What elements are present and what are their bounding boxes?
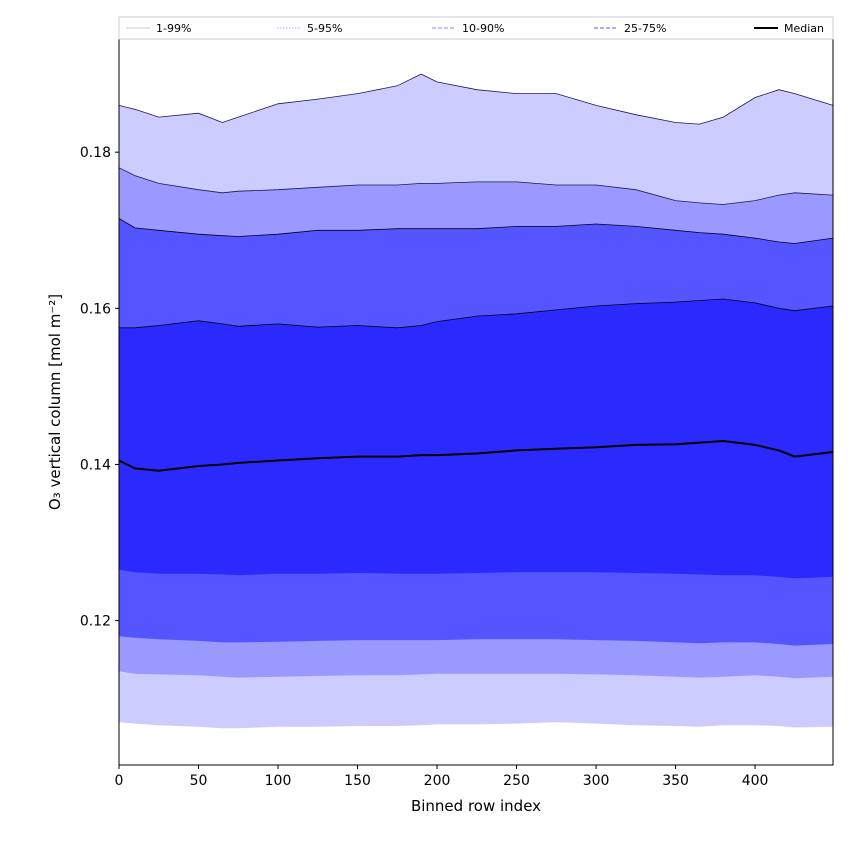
x-tick-label: 150 [344, 773, 371, 789]
x-tick-label: 0 [115, 773, 124, 789]
band-edge-1-99% [118, 73, 834, 125]
y-axis-label: O₃ vertical column [mol m⁻²] [46, 294, 64, 510]
x-tick-label: 300 [583, 773, 610, 789]
band-edge-25-75% [119, 298, 834, 329]
x-tick-label: 50 [190, 773, 208, 789]
x-axis-label: Binned row index [411, 797, 541, 815]
legend-label: 1-99% [156, 22, 191, 35]
x-tick-label: 350 [662, 773, 689, 789]
band-edge-10-90% [118, 218, 834, 244]
y-tick-label: 0.14 [80, 457, 111, 473]
x-axis: 0 50 100 150 200 250 300 350 400 [115, 765, 769, 789]
median-layer [118, 439, 834, 472]
x-tick-label: 100 [265, 773, 292, 789]
legend-label: Median [784, 22, 824, 35]
legend: 1-99% 5-95% 10-90% 25-75% Median [118, 16, 834, 40]
band-edge-5-95% [118, 167, 834, 205]
y-tick-label: 0.16 [80, 301, 111, 317]
median-line [118, 439, 834, 472]
legend-label: 10-90% [462, 22, 504, 35]
x-tick-label: 400 [742, 773, 769, 789]
y-tick-label: 0.12 [80, 614, 111, 630]
legend-frame [118, 16, 834, 40]
legend-label: 25-75% [624, 22, 666, 35]
plot-bands [118, 73, 834, 729]
legend-label: 5-95% [307, 22, 342, 35]
y-tick-label: 0.18 [80, 145, 111, 161]
x-tick-label: 250 [503, 773, 530, 789]
x-tick-label: 200 [424, 773, 451, 789]
y-axis: 0.12 0.14 0.16 0.18 [80, 145, 119, 630]
band-25-75% [119, 299, 833, 579]
